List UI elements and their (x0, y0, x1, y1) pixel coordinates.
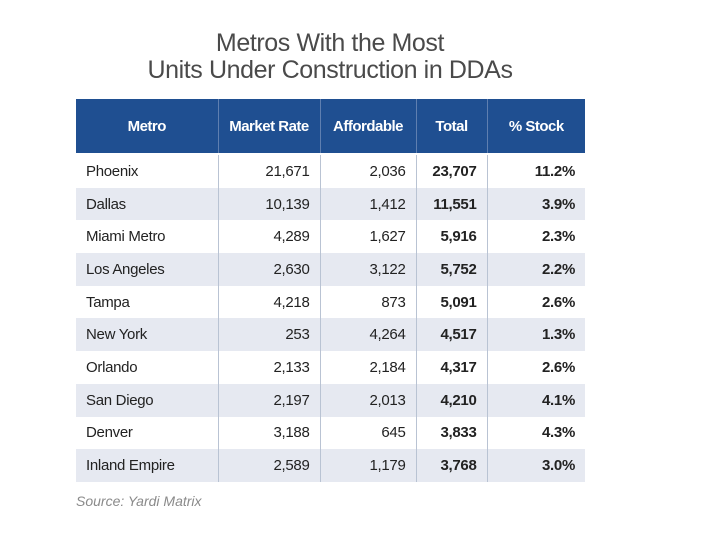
total-cell: 4,210 (416, 383, 488, 417)
pct-stock-cell: 3.9% (487, 187, 585, 221)
pct-stock-cell: 11.2% (487, 155, 585, 188)
affordable-cell: 4,264 (320, 318, 417, 352)
chart-title-line-1: Metros With the Most (215, 29, 445, 57)
market-rate-cell: 4,289 (218, 220, 321, 254)
table-row: Los Angeles 2,630 3,122 5,752 2.2% (76, 253, 585, 286)
table-row: New York 253 4,264 4,517 1.3% (76, 318, 585, 352)
total-cell: 3,768 (416, 449, 488, 482)
market-rate-cell: 4,218 (218, 285, 321, 319)
market-rate-cell: 253 (218, 318, 321, 352)
market-rate-cell: 10,139 (218, 187, 321, 221)
market-rate-cell: 2,197 (218, 383, 321, 417)
header-row: Metro Market Rate Affordable Total % Sto… (76, 99, 585, 153)
table-row: Orlando 2,133 2,184 4,317 2.6% (76, 351, 585, 384)
pct-stock-cell: 2.6% (487, 285, 585, 319)
metro-cell: Denver (76, 416, 219, 450)
total-cell: 3,833 (416, 416, 488, 450)
market-rate-cell: 21,671 (218, 155, 321, 188)
table-row: Dallas 10,139 1,412 11,551 3.9% (76, 187, 585, 221)
affordable-cell: 2,036 (320, 155, 417, 188)
affordable-cell: 3,122 (320, 253, 417, 286)
table-header: Metro Market Rate Affordable Total % Sto… (76, 99, 585, 153)
market-rate-cell: 2,133 (218, 351, 321, 384)
table-row: San Diego 2,197 2,013 4,210 4.1% (76, 383, 585, 417)
column-header-affordable: Affordable (320, 99, 417, 153)
table-row: Inland Empire 2,589 1,179 3,768 3.0% (76, 449, 585, 482)
column-header-total: Total (416, 99, 488, 153)
market-rate-cell: 2,630 (218, 253, 321, 286)
metros-table: Metro Market Rate Affordable Total % Sto… (76, 99, 585, 482)
total-cell: 4,517 (416, 318, 488, 352)
table-row: Denver 3,188 645 3,833 4.3% (76, 416, 585, 450)
metro-cell: San Diego (76, 383, 219, 417)
pct-stock-cell: 2.3% (487, 220, 585, 254)
table-row: Miami Metro 4,289 1,627 5,916 2.3% (76, 220, 585, 254)
pct-stock-cell: 2.6% (487, 351, 585, 384)
metro-cell: Los Angeles (76, 253, 219, 286)
metro-cell: Phoenix (76, 155, 219, 188)
pct-stock-cell: 4.1% (487, 383, 585, 417)
table-row: Phoenix 21,671 2,036 23,707 11.2% (76, 155, 585, 188)
chart-title: Metros With the Most Units Under Constru… (0, 30, 660, 84)
metro-cell: New York (76, 318, 219, 352)
source-note: Source: Yardi Matrix (76, 493, 202, 509)
total-cell: 5,916 (416, 220, 488, 254)
affordable-cell: 2,013 (320, 383, 417, 417)
affordable-cell: 1,412 (320, 187, 417, 221)
affordable-cell: 1,179 (320, 449, 417, 482)
column-header-metro: Metro (76, 99, 219, 153)
metro-cell: Miami Metro (76, 220, 219, 254)
affordable-cell: 645 (320, 416, 417, 450)
affordable-cell: 873 (320, 285, 417, 319)
table-row: Tampa 4,218 873 5,091 2.6% (76, 285, 585, 319)
affordable-cell: 1,627 (320, 220, 417, 254)
metro-cell: Dallas (76, 187, 219, 221)
pct-stock-cell: 1.3% (487, 318, 585, 352)
total-cell: 11,551 (416, 187, 488, 221)
metro-cell: Tampa (76, 285, 219, 319)
metro-cell: Orlando (76, 351, 219, 384)
header-spacer (76, 153, 585, 155)
affordable-cell: 2,184 (320, 351, 417, 384)
column-header-pct-stock: % Stock (487, 99, 585, 153)
metro-cell: Inland Empire (76, 449, 219, 482)
total-cell: 4,317 (416, 351, 488, 384)
pct-stock-cell: 3.0% (487, 449, 585, 482)
market-rate-cell: 2,589 (218, 449, 321, 482)
column-header-market-rate: Market Rate (218, 99, 321, 153)
table-body: Phoenix 21,671 2,036 23,707 11.2% Dallas 10,13… (76, 153, 585, 482)
chart-title-line-2: Units Under Construction in DDAs (147, 56, 513, 84)
total-cell: 5,091 (416, 285, 488, 319)
pct-stock-cell: 2.2% (487, 253, 585, 286)
market-rate-cell: 3,188 (218, 416, 321, 450)
pct-stock-cell: 4.3% (487, 416, 585, 450)
total-cell: 5,752 (416, 253, 488, 286)
total-cell: 23,707 (416, 155, 488, 188)
spacer-cell (76, 153, 585, 155)
